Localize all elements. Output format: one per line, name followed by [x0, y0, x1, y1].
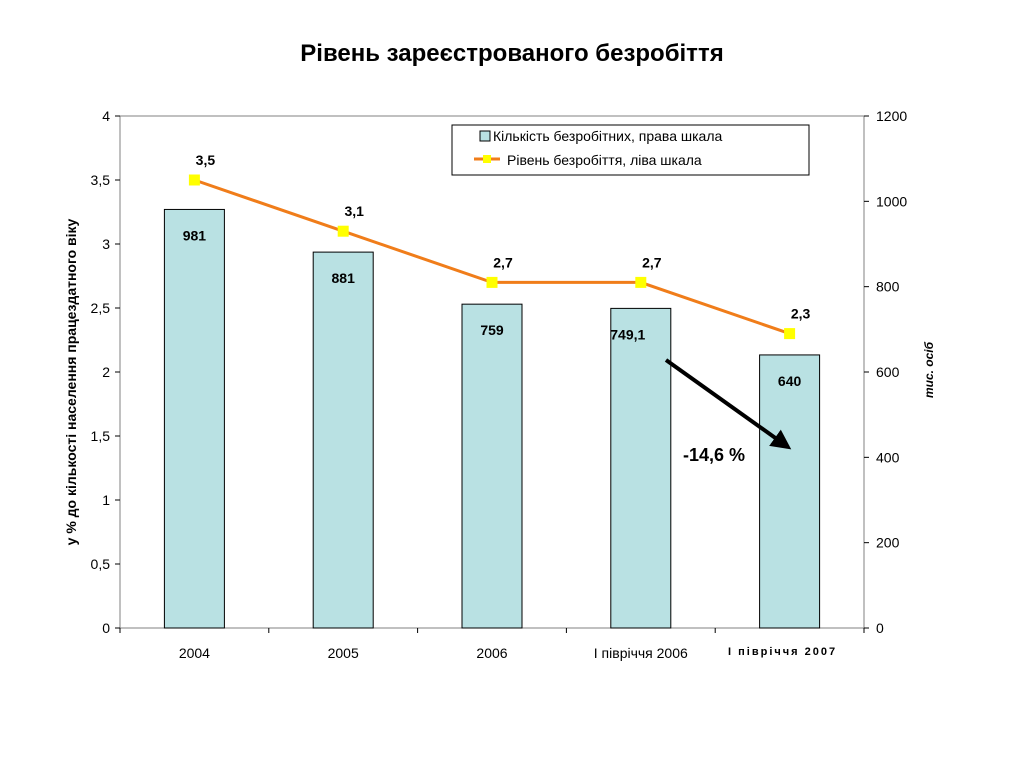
line-point	[635, 276, 647, 288]
x-axis-category-label: 2005	[328, 645, 359, 661]
line-series	[188, 174, 796, 340]
right-axis-tick-label: 400	[876, 449, 900, 465]
change-arrow	[664, 358, 792, 450]
legend-swatch-marker	[483, 155, 491, 163]
left-axis-title: у % до кількості населення працездатного…	[63, 218, 79, 545]
bar-data-label: 640	[778, 373, 802, 389]
x-axis-category-label: 2006	[476, 645, 507, 661]
left-axis-tick-label: 3	[102, 236, 110, 252]
line-data-label: 3,5	[196, 152, 216, 168]
left-axis-tick-label: 0,5	[91, 556, 111, 572]
line-point	[188, 174, 200, 186]
left-axis-tick-label: 1	[102, 492, 110, 508]
legend-label-bar: Кількість безробітних, права шкала	[493, 128, 722, 144]
legend: Кількість безробітних, права шкала Рівень…	[451, 124, 810, 176]
bar-data-label: 749,1	[610, 326, 645, 342]
right-axis-tick-label: 200	[876, 535, 900, 551]
left-axis-tick-label: 0	[102, 620, 110, 636]
left-axis-tick-label: 2,5	[91, 300, 111, 316]
left-axis-tick-label: 1,5	[91, 428, 111, 444]
line-point	[337, 225, 349, 237]
x-axis-category-label: І півріччя 2007	[728, 646, 837, 658]
change-unit: %	[729, 445, 745, 465]
bar-data-label: 759	[480, 322, 504, 338]
x-axis-category-label: 2004	[179, 645, 210, 661]
bar	[312, 251, 374, 629]
chart-title: Рівень зареєстрованого безробіття	[300, 40, 724, 67]
line-point	[784, 328, 796, 340]
annotation: -14,6%	[664, 358, 792, 465]
bar-data-label: 881	[332, 270, 356, 286]
line-data-label: 3,1	[344, 203, 364, 219]
x-axis-category-label: І півріччя 2006	[594, 645, 688, 661]
left-axis-tick-label: 4	[102, 108, 110, 124]
bar	[163, 208, 225, 629]
bar	[461, 303, 523, 629]
line-point	[486, 276, 498, 288]
bar	[759, 354, 821, 629]
bar-series	[163, 208, 821, 629]
data-labels: 981 881 759 749,1 640 3,5 3,1 2,7 2,7 2,3	[183, 152, 811, 389]
change-annotation: -14,6%	[683, 445, 745, 465]
left-axis-tick-label: 2	[102, 364, 110, 380]
right-axis-title: тис. осіб	[922, 341, 936, 398]
right-axis-tick-label: 0	[876, 620, 884, 636]
right-axis-tick-label: 600	[876, 364, 900, 380]
line-data-label: 2,7	[493, 254, 513, 270]
left-axis-tick-label: 3,5	[91, 172, 111, 188]
bar	[610, 307, 672, 629]
line-data-label: 2,7	[642, 254, 662, 270]
legend-label-line: Рівень безробіття, ліва шкала	[507, 152, 702, 168]
right-axis-tick-label: 800	[876, 279, 900, 295]
right-axis-tick-label: 1000	[876, 193, 907, 209]
legend-swatch-bar	[479, 130, 491, 142]
line-data-label: 2,3	[791, 306, 811, 322]
bar-data-label: 981	[183, 227, 207, 243]
right-axis-tick-label: 1200	[876, 108, 907, 124]
legend-box	[451, 124, 810, 176]
axes: 0 0,5 1 1,5 2 2,5 3 3,5 4 0 200 400 600 800 1000 1200 20…	[63, 108, 936, 661]
change-value: -14,6	[683, 445, 724, 465]
